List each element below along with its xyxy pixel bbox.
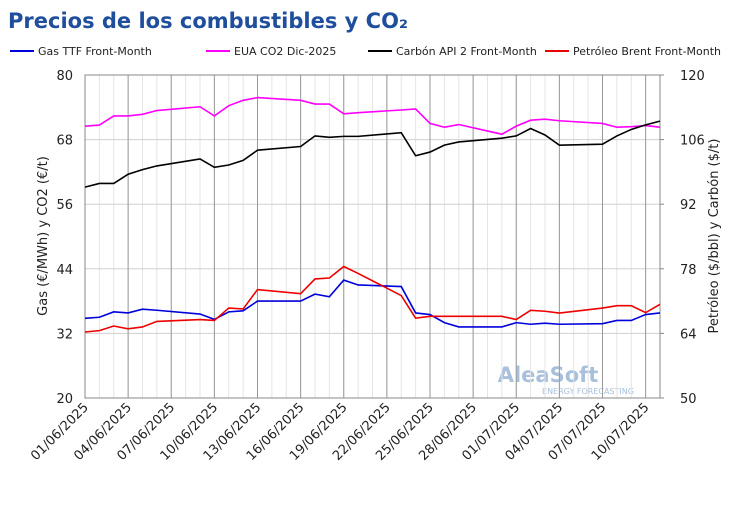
y2-tick-label: 78 — [680, 263, 697, 278]
series-line — [84, 120, 661, 188]
y-tick-label: 44 — [56, 263, 73, 278]
plot-frame — [84, 74, 661, 399]
y2-tick-label: 120 — [680, 69, 705, 84]
series-line — [84, 96, 661, 136]
series-line — [84, 265, 661, 333]
y-tick-label: 20 — [56, 392, 73, 407]
legend-label: Gas TTF Front-Month — [38, 45, 152, 58]
legend-label: Carbón API 2 Front-Month — [396, 45, 537, 58]
y2-tick-label: 64 — [680, 327, 697, 342]
y-tick-label: 56 — [56, 198, 73, 213]
legend-label: EUA CO2 Dic-2025 — [234, 45, 336, 58]
y-tick-label: 80 — [56, 69, 73, 84]
y2-tick-label: 92 — [680, 198, 697, 213]
chart-title: Precios de los combustibles y CO₂ — [8, 9, 408, 33]
y2-tick-label: 50 — [680, 392, 697, 407]
legend-label: Petróleo Brent Front-Month — [573, 45, 721, 58]
y2-tick-label: 106 — [680, 134, 705, 149]
y-axis-label: Gas (€/MWh) y CO2 (€/t) — [36, 156, 51, 316]
watermark-name: AleaSoft — [498, 363, 599, 387]
y-tick-label: 68 — [56, 134, 73, 149]
series-line — [84, 279, 661, 328]
y-tick-label: 32 — [56, 327, 73, 342]
y2-axis-label: Petróleo ($/bbl) y Carbón ($/t) — [707, 139, 722, 334]
